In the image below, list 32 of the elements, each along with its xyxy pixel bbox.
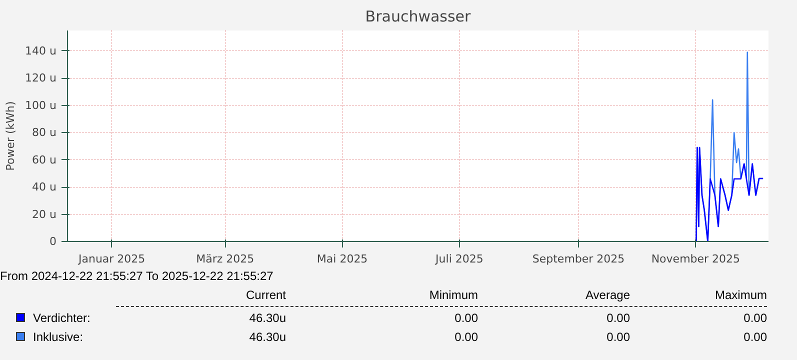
x-tick-label: Juli 2025 — [434, 252, 484, 266]
text: Minimum — [428, 287, 478, 304]
legend-label: Inklusive: — [32, 329, 84, 346]
text: 0.00 — [606, 329, 630, 346]
chart-title: Brauchwasser — [365, 8, 472, 26]
line-series — [696, 146, 764, 242]
text: 0.00 — [742, 329, 767, 346]
y-tick-label: 40 u — [32, 180, 57, 194]
y-tick-label: 140 u — [25, 44, 57, 58]
text: Average — [584, 287, 630, 304]
x-tick-label: März 2025 — [196, 252, 254, 266]
text: 46.30u — [248, 310, 286, 328]
legend-label: Verdichter: — [32, 310, 92, 328]
y-tick-label: 100 u — [25, 98, 57, 112]
text: Maximum — [714, 287, 767, 304]
y-tick-label: 80 u — [32, 126, 57, 140]
y-tick-label: 20 u — [32, 208, 57, 221]
y-tick-label: 120 u — [25, 72, 57, 85]
text: 0.00 — [742, 310, 767, 328]
x-tick-label: November 2025 — [651, 252, 740, 266]
y-tick-label: 60 u — [32, 153, 57, 166]
y-axis-title: Power (kWh) — [4, 101, 18, 171]
y-tick-label: 0 — [50, 235, 56, 248]
text: Current — [244, 287, 286, 304]
text: 46.30u — [248, 329, 286, 346]
x-tick-label: September 2025 — [532, 252, 625, 266]
x-tick-label: Januar 2025 — [78, 252, 146, 266]
x-tick-label: Mai 2025 — [316, 252, 368, 266]
text: 0.00 — [454, 329, 478, 346]
text: 0.00 — [606, 310, 630, 328]
text: 0.00 — [454, 310, 478, 328]
text: From 2024-12-22 21:55:27 To 2025-12-22 21:55:27 — [0, 268, 274, 285]
